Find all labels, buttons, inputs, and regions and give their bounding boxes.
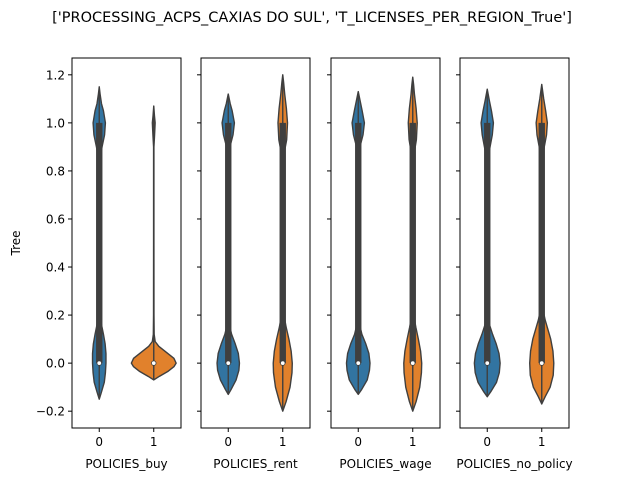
violin-iqr-1-0 xyxy=(225,122,232,364)
y-tick-label-3: 0.4 xyxy=(46,261,65,275)
y-tick-label-6: 1.0 xyxy=(46,116,65,130)
x-axis-label-2: POLICIES_wage xyxy=(339,457,431,471)
violin-iqr-0-0 xyxy=(96,122,103,364)
violin-iqr-2-0 xyxy=(355,122,362,364)
y-tick-label-2: 0.2 xyxy=(46,309,65,323)
x-axis-label-3: POLICIES_no_policy xyxy=(456,457,572,471)
y-axis-label: Tree xyxy=(9,230,23,256)
x-axis-label-0: POLICIES_buy xyxy=(85,457,167,471)
violin-iqr-2-1 xyxy=(409,122,416,364)
violin-median-1-1 xyxy=(280,360,286,366)
violin-median-1-0 xyxy=(225,360,231,366)
axes-frame-0 xyxy=(71,57,182,429)
x-tick-label-1-1: 1 xyxy=(279,435,287,449)
x-tick-label-3-0: 0 xyxy=(483,435,491,449)
y-tick-label-5: 0.8 xyxy=(46,164,65,178)
x-tick-label-2-0: 0 xyxy=(354,435,362,449)
y-tick-label-1: 0.0 xyxy=(46,357,65,371)
x-tick-label-3-1: 1 xyxy=(538,435,546,449)
axes-frame-1 xyxy=(200,57,311,429)
figure-title: ['PROCESSING_ACPS_CAXIAS DO SUL', 'T_LIC… xyxy=(52,10,572,26)
panels-group: −0.2 0.0 0.2 0.4 0.6 0.8 1.0 1.2 0 1 POLICIES_buy 0… xyxy=(36,57,573,471)
panel-1: 0 1 POLICIES_rent xyxy=(197,57,311,471)
violin-iqr-3-0 xyxy=(484,122,491,364)
violin-iqr-3-1 xyxy=(538,122,545,364)
axes-frame-3 xyxy=(459,57,570,429)
violin-median-3-0 xyxy=(484,360,490,366)
x-tick-label-1-0: 0 xyxy=(224,435,232,449)
axes-frame-2 xyxy=(330,57,441,429)
y-tick-label-7: 1.2 xyxy=(46,68,65,82)
violin-median-3-1 xyxy=(539,360,545,366)
panel-3: 0 1 POLICIES_no_policy xyxy=(456,57,573,471)
x-tick-label-0-0: 0 xyxy=(95,435,103,449)
violin-median-2-0 xyxy=(355,360,361,366)
x-axis-label-1: POLICIES_rent xyxy=(213,457,298,471)
panel-2: 0 1 POLICIES_wage xyxy=(327,57,441,471)
violin-median-2-1 xyxy=(410,360,416,366)
violin-median-0-1 xyxy=(151,360,157,366)
panel-0: −0.2 0.0 0.2 0.4 0.6 0.8 1.0 1.2 0 1 POLICIES_buy xyxy=(36,57,182,471)
violin-iqr-1-1 xyxy=(279,122,286,364)
y-tick-label-0: −0.2 xyxy=(36,405,65,419)
violin-median-0-0 xyxy=(96,360,102,366)
y-tick-label-4: 0.6 xyxy=(46,212,65,226)
x-tick-label-2-1: 1 xyxy=(409,435,417,449)
x-tick-label-0-1: 1 xyxy=(150,435,158,449)
